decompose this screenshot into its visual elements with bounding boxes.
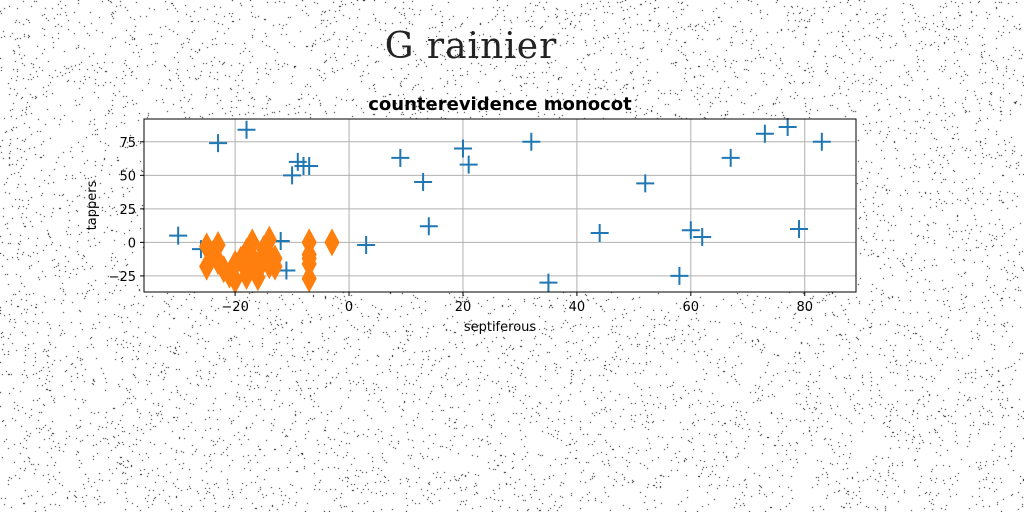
plus-marker <box>812 132 831 151</box>
x-tick-label: 0 <box>345 300 353 315</box>
plus-marker <box>300 156 319 175</box>
diamond-marker <box>244 243 260 272</box>
axis-ticks: −20 0 20 40 60 80 −25 0 25 50 75 <box>109 136 813 315</box>
y-tick-label: −25 <box>109 270 136 285</box>
plus-marker <box>453 139 472 158</box>
diamond-marker <box>267 252 283 281</box>
plus-marker <box>778 118 797 137</box>
plus-marker <box>391 148 410 167</box>
plus-marker <box>670 266 689 285</box>
plus-marker <box>636 174 655 193</box>
chart-title: counterevidence monocot <box>368 94 632 115</box>
plus-marker <box>755 124 774 143</box>
plus-marker <box>681 221 700 240</box>
diamond-marker <box>324 228 340 257</box>
y-tick-label: 75 <box>119 136 136 151</box>
plot-frame <box>143 118 857 293</box>
diamond-marker <box>238 261 255 290</box>
x-tick-label: 40 <box>569 300 586 315</box>
diamond-marker <box>250 263 266 292</box>
y-axis-label: tappers <box>85 180 100 230</box>
plus-marker <box>693 228 712 247</box>
x-tick-label: 20 <box>455 300 472 315</box>
diamond-marker <box>244 228 260 257</box>
plus-marker <box>522 132 541 151</box>
plus-marker <box>721 148 740 167</box>
plus-marker <box>459 155 478 174</box>
plus-marker <box>790 219 809 238</box>
plus-marker <box>419 217 438 236</box>
plus-marker <box>209 134 228 153</box>
plus-marker <box>539 273 558 292</box>
y-tick-label: 50 <box>119 169 136 184</box>
x-tick-label: 60 <box>683 300 700 315</box>
plus-marker <box>283 166 302 185</box>
data-markers <box>169 118 831 294</box>
plus-marker <box>357 236 376 255</box>
plus-marker <box>169 226 188 245</box>
page-title: G rainier <box>384 26 558 67</box>
plus-marker <box>237 120 256 139</box>
plus-marker <box>590 223 609 242</box>
x-axis-label: septiferous <box>464 320 537 335</box>
y-tick-label: 0 <box>128 236 136 251</box>
y-tick-label: 25 <box>119 203 136 218</box>
plus-marker <box>414 173 433 192</box>
x-tick-label: 80 <box>796 300 813 315</box>
x-tick-label: −20 <box>221 300 248 315</box>
